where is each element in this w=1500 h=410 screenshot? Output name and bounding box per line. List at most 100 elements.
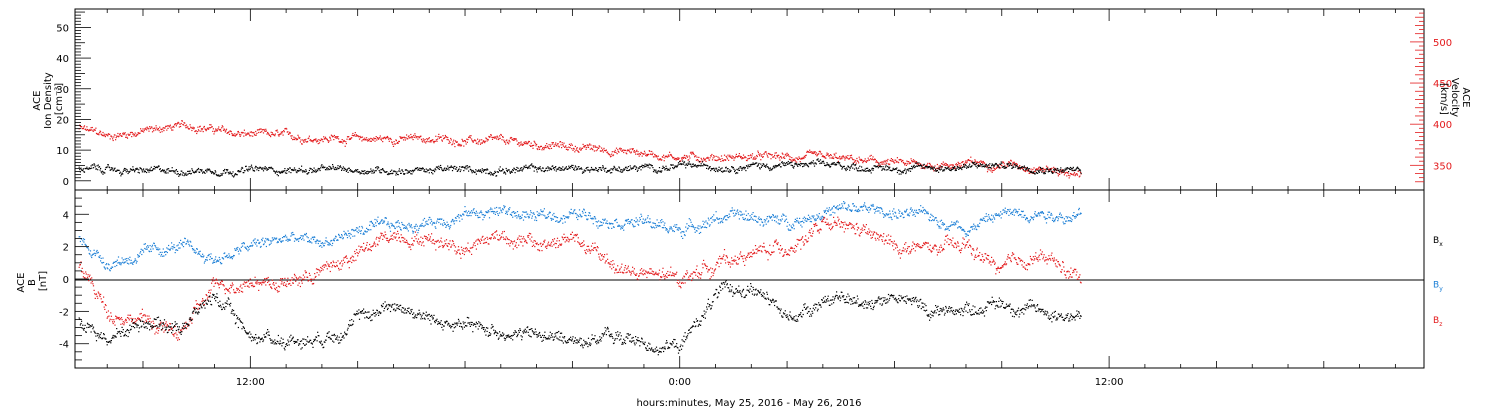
velocity-point (533, 144, 535, 146)
density-point (369, 171, 371, 173)
density-point (467, 167, 469, 169)
velocity-point (825, 157, 827, 159)
density-point (191, 168, 193, 170)
by-point (443, 222, 445, 224)
by-point (166, 251, 168, 254)
density-point (187, 173, 189, 175)
density-point (964, 164, 966, 166)
velocity-point (465, 141, 467, 143)
velocity-point (781, 157, 783, 159)
by-point (412, 232, 414, 234)
velocity-point (140, 128, 142, 130)
by-point (129, 262, 132, 264)
by-point (96, 249, 98, 252)
by-point (964, 233, 966, 235)
velocity-point (243, 135, 245, 137)
by-point (765, 219, 767, 221)
by-point (813, 215, 815, 217)
velocity-point (870, 154, 872, 156)
by-point (82, 238, 84, 240)
by-point (575, 212, 577, 215)
density-point (611, 172, 613, 174)
velocity-point (177, 122, 179, 124)
velocity-point (1008, 161, 1010, 163)
density-point (1056, 169, 1058, 171)
velocity-point (593, 150, 595, 152)
by-point (797, 220, 799, 222)
velocity-point (539, 146, 541, 148)
velocity-point (991, 168, 993, 170)
density-point (230, 173, 232, 175)
velocity-point (561, 142, 563, 144)
density-point (681, 163, 683, 165)
density-point (938, 171, 940, 173)
velocity-point (908, 163, 910, 165)
density-point (133, 169, 135, 171)
by-point (326, 240, 328, 242)
by-point (374, 218, 376, 221)
velocity-point (945, 164, 947, 167)
by-point (638, 224, 640, 226)
by-point (240, 250, 242, 252)
density-point (489, 171, 491, 173)
density-point (253, 170, 256, 172)
by-point (750, 216, 752, 218)
velocity-point (734, 157, 736, 159)
by-point (277, 240, 279, 243)
by-point (424, 224, 426, 226)
by-point (285, 239, 287, 241)
velocity-point (432, 141, 434, 143)
by-point (783, 214, 785, 216)
density-point (465, 166, 467, 168)
by-point (279, 238, 281, 240)
velocity-point (911, 160, 913, 162)
density-point (621, 171, 624, 173)
density-point (849, 167, 851, 169)
by-point (739, 210, 741, 212)
by-point (138, 255, 140, 258)
density-point (1080, 172, 1082, 174)
by-point (710, 217, 712, 220)
density-point (247, 170, 249, 172)
density-point (1008, 164, 1011, 166)
density-point (317, 167, 319, 170)
velocity-point (578, 151, 580, 153)
density-point (389, 170, 392, 172)
velocity-point (237, 130, 239, 133)
by-point (506, 213, 508, 215)
density-point (209, 169, 211, 171)
velocity-point (580, 149, 582, 151)
density-point (1005, 167, 1008, 169)
by-point (345, 233, 347, 235)
by-point (926, 212, 928, 214)
velocity-point (1029, 172, 1031, 174)
by-point (164, 251, 166, 253)
density-point (877, 165, 879, 167)
by-point (529, 214, 531, 216)
by-point (655, 226, 658, 228)
velocity-point (288, 133, 290, 135)
velocity-point (755, 157, 757, 159)
by-point (573, 209, 575, 211)
velocity-point (266, 133, 268, 135)
density-point (929, 167, 931, 169)
by-point (760, 219, 762, 221)
by-point (332, 239, 334, 241)
velocity-point (534, 141, 536, 143)
velocity-point (509, 141, 511, 143)
velocity-point (330, 139, 332, 141)
by-point (711, 216, 714, 218)
velocity-point (893, 161, 895, 163)
density-point (187, 170, 189, 172)
velocity-point (945, 163, 947, 165)
density-point (518, 170, 520, 172)
velocity-point (599, 146, 601, 148)
velocity-point (698, 156, 700, 158)
density-point (716, 170, 718, 172)
density-point (81, 169, 83, 171)
density-point (181, 174, 183, 176)
density-point (409, 170, 411, 172)
by-point (772, 214, 774, 216)
velocity-point (479, 143, 482, 145)
velocity-point (548, 144, 550, 146)
